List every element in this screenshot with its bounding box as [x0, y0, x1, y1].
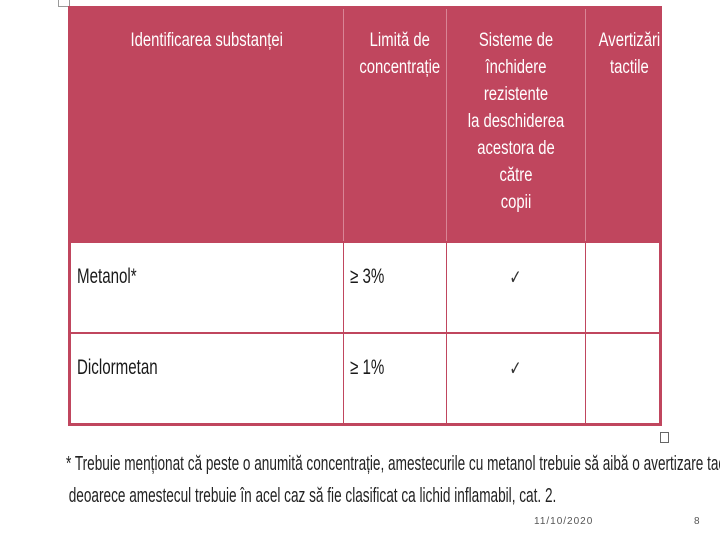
substances-table: Identificarea substanței Limită de conce…: [71, 9, 660, 423]
check-icon: ✓: [509, 267, 522, 290]
check-icon: ✓: [509, 357, 522, 380]
cell-limit: ≥ 1%: [343, 331, 447, 423]
header-tactile-warnings: Avertizări tactile: [585, 9, 660, 243]
footnote-line-1: * Trebuie menționat că peste o anumită c…: [66, 453, 720, 475]
header-child-resistant-closure: Sisteme de închidere rezistente la desch…: [446, 9, 586, 243]
slide-corner-mark: [58, 0, 70, 7]
footnote-line-2: deoarece amestecul trebuie în acel caz s…: [68, 485, 557, 507]
cell-closure: ✓: [446, 241, 586, 333]
cell-limit: ≥ 3%: [343, 241, 447, 333]
footnote: * Trebuie menționat că peste o anumită c…: [66, 448, 720, 512]
header-substance-id: Identificarea substanței: [71, 9, 344, 243]
footer-page-number: 8: [694, 516, 700, 527]
cell-closure: ✓: [446, 331, 586, 423]
small-box-icon: [660, 432, 669, 443]
cell-tactile: [585, 331, 659, 423]
cell-tactile: [585, 241, 659, 333]
cell-substance: Metanol*: [71, 241, 344, 333]
footer-date: 11/10/2020: [534, 516, 594, 527]
table-row: Diclormetan ≥ 1% ✓: [71, 331, 659, 423]
table-header-row: Identificarea substanței Limită de conce…: [71, 9, 660, 243]
table-row: Metanol* ≥ 3% ✓: [71, 241, 659, 333]
cell-substance: Diclormetan: [71, 331, 344, 423]
substances-table-container: Identificarea substanței Limită de conce…: [68, 6, 662, 426]
header-concentration-limit: Limită de concentrație: [343, 9, 447, 243]
